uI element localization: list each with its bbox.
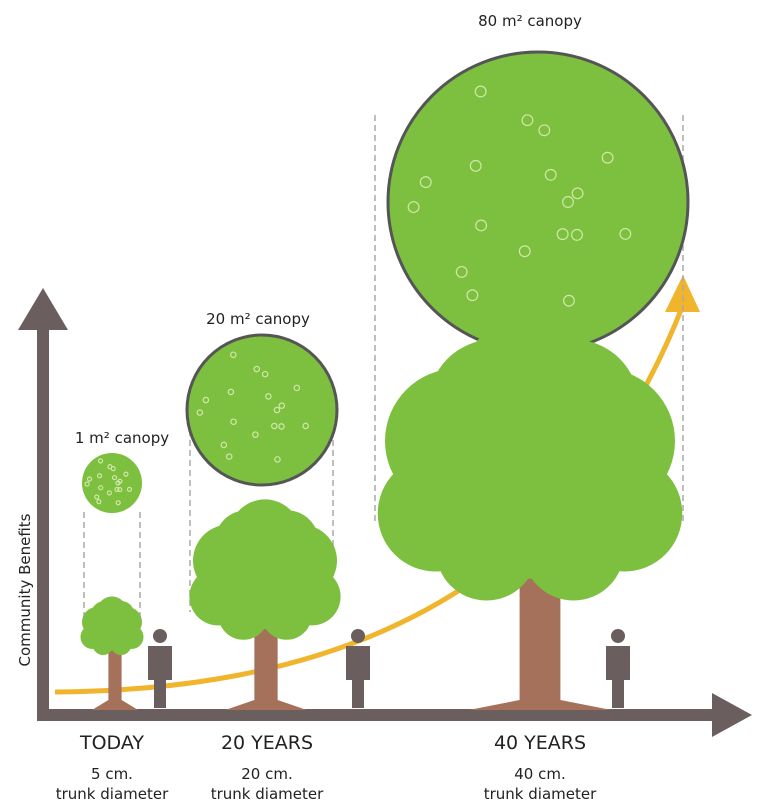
canopy-dot bbox=[475, 219, 488, 232]
x-arrow bbox=[712, 693, 752, 737]
canopy-dot bbox=[278, 402, 286, 409]
person-body bbox=[148, 646, 172, 708]
stage-label: 20 YEARS bbox=[221, 732, 313, 754]
canopy-dot bbox=[117, 486, 123, 493]
canopy-dot bbox=[117, 478, 123, 484]
canopy-dot bbox=[220, 441, 228, 449]
canopy-dot bbox=[455, 265, 468, 278]
canopy bbox=[386, 50, 690, 354]
canopy-dot bbox=[196, 409, 204, 416]
canopy-dot bbox=[271, 422, 278, 430]
canopy-dot bbox=[230, 351, 237, 359]
canopy-dot bbox=[84, 481, 90, 487]
canopy-dot bbox=[571, 228, 583, 241]
canopy-dot bbox=[544, 168, 557, 181]
crown-lobe bbox=[522, 499, 625, 601]
y-axis-label: Community Benefits bbox=[16, 513, 34, 666]
canopy-dot bbox=[518, 245, 531, 258]
canopy-dot bbox=[466, 289, 479, 302]
canopy-dot bbox=[94, 494, 100, 500]
canopy-dot bbox=[407, 201, 420, 214]
stage-label: 40 YEARS bbox=[494, 732, 586, 754]
canopy-dot bbox=[571, 187, 584, 200]
canopy bbox=[82, 453, 142, 513]
trunk-label: trunk diameter bbox=[484, 785, 597, 803]
canopy-dot bbox=[97, 458, 104, 464]
canopy-dot bbox=[253, 365, 261, 373]
person-body bbox=[346, 646, 370, 708]
canopy-dot bbox=[265, 393, 272, 400]
person-head bbox=[351, 629, 365, 643]
canopy-dot bbox=[98, 485, 104, 491]
trunk-size: 5 cm. bbox=[91, 765, 133, 783]
person-body bbox=[606, 646, 630, 708]
canopy-dot bbox=[274, 456, 281, 463]
canopy-dot bbox=[419, 176, 432, 189]
canopy bbox=[185, 333, 339, 487]
growth-arrow bbox=[665, 275, 700, 312]
canopy-dot bbox=[107, 464, 113, 470]
canopy-dot bbox=[521, 114, 534, 127]
trunk-label: trunk diameter bbox=[56, 785, 169, 803]
person-head bbox=[153, 629, 167, 643]
canopy-dot bbox=[261, 370, 269, 378]
trunk bbox=[225, 575, 307, 710]
canopy-dot bbox=[278, 423, 285, 430]
trunk-size: 40 cm. bbox=[514, 765, 565, 783]
canopy-dot bbox=[86, 476, 93, 482]
canopy-label: 80 m² canopy bbox=[478, 12, 582, 30]
canopy-dot bbox=[469, 159, 482, 172]
stage-label: TODAY bbox=[79, 732, 144, 754]
trunk bbox=[468, 470, 612, 710]
person-head bbox=[611, 629, 625, 643]
trunk bbox=[91, 628, 139, 710]
canopy-dot bbox=[601, 151, 614, 164]
canopy-dot bbox=[126, 486, 133, 492]
canopy-dot bbox=[556, 228, 569, 241]
canopy-label: 20 m² canopy bbox=[206, 310, 310, 328]
canopy-dot bbox=[123, 471, 129, 477]
canopy-dot bbox=[474, 85, 487, 98]
canopy-dot bbox=[562, 294, 575, 307]
crown-lobe bbox=[107, 601, 135, 628]
canopy-dot bbox=[225, 453, 233, 460]
crown-lobe bbox=[92, 634, 114, 655]
crown-lobe bbox=[261, 589, 312, 640]
crown-lobe bbox=[254, 510, 319, 575]
trunk-size: 20 cm. bbox=[241, 765, 292, 783]
canopy-dot bbox=[114, 486, 120, 493]
canopy-dot bbox=[273, 406, 281, 414]
canopy-dot bbox=[96, 499, 102, 505]
canopy-label: 1 m² canopy bbox=[75, 429, 169, 447]
y-arrow bbox=[18, 288, 68, 330]
canopy-dot bbox=[96, 473, 103, 479]
crown-lobe bbox=[110, 634, 132, 655]
trunk-label: trunk diameter bbox=[211, 785, 324, 803]
canopy-dot bbox=[293, 384, 301, 392]
canopy-dot bbox=[202, 396, 210, 404]
canopy-dot bbox=[562, 196, 574, 208]
crown-lobe bbox=[435, 499, 538, 601]
crown-lobe bbox=[218, 589, 269, 640]
canopy-dot bbox=[538, 124, 551, 137]
canopy-dot bbox=[106, 490, 112, 496]
canopy-dot bbox=[115, 500, 121, 506]
crown-lobe bbox=[508, 339, 639, 470]
canopy-dot bbox=[252, 431, 259, 438]
canopy-dot bbox=[302, 422, 309, 430]
canopy-dot bbox=[619, 227, 632, 240]
canopy-dot bbox=[230, 418, 237, 426]
canopy-dot bbox=[227, 388, 235, 396]
canopy-dot bbox=[111, 474, 118, 481]
trees: 1 m² canopy TODAY 5 cm. trunk diameter 20 m²… bbox=[56, 12, 690, 803]
